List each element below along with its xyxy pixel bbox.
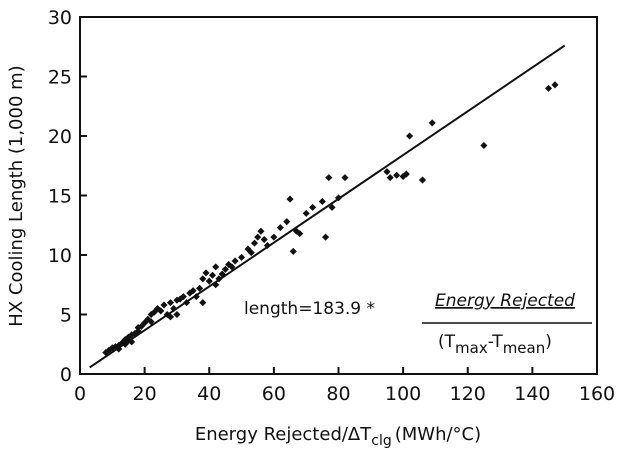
annotation-denominator: (Tmax-Tmean) [438, 332, 552, 357]
data-point [254, 233, 262, 241]
data-point [270, 233, 278, 241]
data-point [480, 141, 488, 150]
data-point [212, 263, 220, 271]
x-tick-label: 60 [262, 383, 286, 405]
y-tick-label: 30 [48, 7, 72, 29]
y-tick-label: 10 [48, 245, 72, 267]
data-point [286, 195, 294, 203]
x-label-end: (MWh/°C) [395, 424, 481, 445]
data-point [406, 132, 414, 140]
data-point [199, 299, 207, 307]
data-point [179, 293, 187, 301]
x-tick-label: 100 [385, 383, 421, 405]
data-point [418, 176, 427, 184]
data-point [196, 284, 204, 292]
data-point [309, 203, 317, 211]
x-label-main: Energy Rejected/ΔT [195, 424, 372, 445]
data-point [260, 235, 268, 244]
data-point [238, 253, 246, 261]
data-point [250, 239, 259, 247]
data-point [341, 174, 349, 182]
x-tick-label: 0 [74, 383, 86, 405]
x-tick-label: 140 [514, 383, 550, 405]
data-point [205, 277, 213, 285]
data-point [208, 271, 217, 279]
den-part: (T [438, 332, 456, 352]
x-tick-label: 80 [326, 383, 350, 405]
data-point [228, 263, 236, 271]
y-tick-label: 0 [60, 364, 72, 386]
data-point [166, 299, 175, 307]
y-axis-label: HX Cooling Length (1,000 m) [6, 65, 27, 326]
data-point [257, 227, 265, 235]
den-sub: max [455, 339, 488, 357]
x-tick-label: 40 [197, 383, 221, 405]
den-sub: mean [503, 339, 546, 357]
data-point [160, 301, 168, 309]
data-point [189, 287, 197, 295]
data-point [283, 218, 291, 226]
y-tick-label: 15 [48, 186, 72, 208]
data-point [221, 265, 229, 273]
data-point [386, 174, 394, 182]
data-point [318, 197, 326, 205]
y-tick-label: 20 [48, 126, 72, 148]
data-point [157, 307, 165, 315]
data-point [383, 168, 391, 176]
y-tick-label: 25 [48, 67, 72, 89]
data-point [544, 84, 553, 92]
x-tick-label: 160 [579, 383, 615, 405]
data-point [296, 230, 304, 238]
data-point [551, 81, 559, 89]
data-point [393, 171, 401, 179]
data-point [247, 249, 255, 257]
x-tick-label: 120 [450, 383, 486, 405]
x-axis-label: Energy Rejected/ΔTclg (MWh/°C) [195, 424, 481, 449]
data-point [428, 119, 436, 127]
data-point [147, 318, 155, 326]
data-point [402, 170, 410, 178]
data-point [322, 233, 330, 241]
data-point [202, 269, 210, 277]
y-tick-label: 5 [60, 305, 72, 327]
data-point [173, 310, 181, 319]
annotation-lhs: length=183.9 * [244, 299, 375, 319]
data-point [302, 209, 310, 217]
data-point [328, 203, 336, 211]
x-label-sub: clg [371, 433, 391, 449]
x-tick-label: 20 [133, 383, 157, 405]
data-point [199, 275, 207, 283]
den-part: ) [545, 332, 552, 352]
den-part: -T [488, 332, 504, 352]
data-point [289, 247, 297, 255]
data-point [231, 257, 239, 265]
data-point [276, 224, 284, 232]
data-point [325, 174, 333, 182]
fit-line [89, 44, 566, 369]
annotation-numerator: Energy Rejected [435, 291, 575, 311]
